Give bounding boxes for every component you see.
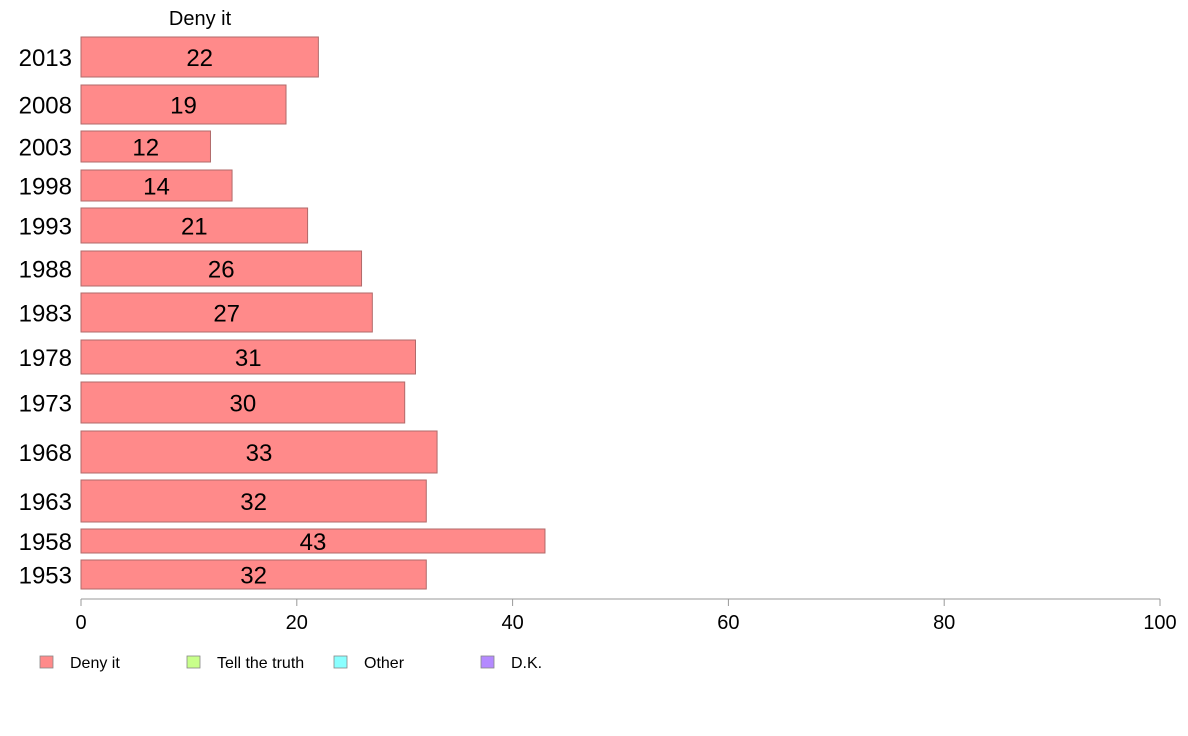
y-tick-label: 2003 <box>19 135 72 162</box>
bar-value-label: 31 <box>235 345 262 372</box>
bar-1983 <box>80 292 373 333</box>
y-tick-label: 2013 <box>19 45 72 72</box>
bar-2008 <box>80 84 287 125</box>
bar-value-label: 19 <box>170 93 197 120</box>
y-tick-label: 2008 <box>19 93 72 120</box>
bar-value-label: 12 <box>132 135 159 162</box>
bar-1973 <box>80 381 406 424</box>
bar-value-label: 32 <box>240 563 267 590</box>
bar-1998 <box>80 169 233 202</box>
chart-title: Deny it <box>169 8 232 30</box>
legend-label: Deny it <box>70 655 120 672</box>
bar-value-label: 33 <box>246 440 273 467</box>
legend-swatch <box>39 655 54 669</box>
x-tick-label: 60 <box>717 612 739 634</box>
legend-label: Other <box>364 655 405 672</box>
y-tick-label: 1988 <box>19 257 72 284</box>
y-tick-label: 1983 <box>19 301 72 328</box>
bar-1978 <box>80 339 416 375</box>
legend-swatch <box>333 655 348 669</box>
y-tick-label: 1993 <box>19 214 72 241</box>
y-tick-label: 1958 <box>19 529 72 556</box>
legend-swatch <box>186 655 201 669</box>
bar-value-label: 32 <box>240 489 267 516</box>
y-tick-label: 1963 <box>19 489 72 516</box>
bar-value-label: 14 <box>143 174 170 201</box>
x-tick-label: 80 <box>933 612 955 634</box>
bar-value-label: 43 <box>300 529 327 556</box>
x-tick-label: 0 <box>75 612 86 634</box>
bar-value-label: 21 <box>181 214 208 241</box>
bar-1963 <box>80 479 427 523</box>
legend-swatch <box>480 655 495 669</box>
bar-1958 <box>80 528 546 554</box>
bar-1993 <box>80 207 309 244</box>
legend-label: Tell the truth <box>217 655 304 672</box>
y-tick-label: 1968 <box>19 440 72 467</box>
y-axis-labels: 2013 2008 2003 1998 1993 1988 1983 1978 1973 1968… <box>19 45 72 590</box>
x-tick-label: 20 <box>286 612 308 634</box>
legend: Deny it Tell the truth Other D.K. <box>39 655 542 672</box>
y-tick-label: 1998 <box>19 174 72 201</box>
x-axis: 0 20 40 60 80 100 <box>75 598 1177 634</box>
bar-value-label: 26 <box>208 257 235 284</box>
bar-1988 <box>80 250 363 287</box>
bar-1953 <box>80 559 427 590</box>
bar-1968 <box>80 430 438 474</box>
x-tick-label: 40 <box>501 612 523 634</box>
bar-value-label: 30 <box>229 391 256 418</box>
y-tick-label: 1973 <box>19 391 72 418</box>
bar-2003 <box>80 130 211 163</box>
bar-value-label: 27 <box>213 301 240 328</box>
x-tick-label: 100 <box>1143 612 1176 634</box>
y-tick-label: 1978 <box>19 345 72 372</box>
bar-2013 <box>80 36 319 78</box>
legend-label: D.K. <box>511 655 542 672</box>
y-tick-label: 1953 <box>19 563 72 590</box>
bar-value-label: 22 <box>186 45 213 72</box>
